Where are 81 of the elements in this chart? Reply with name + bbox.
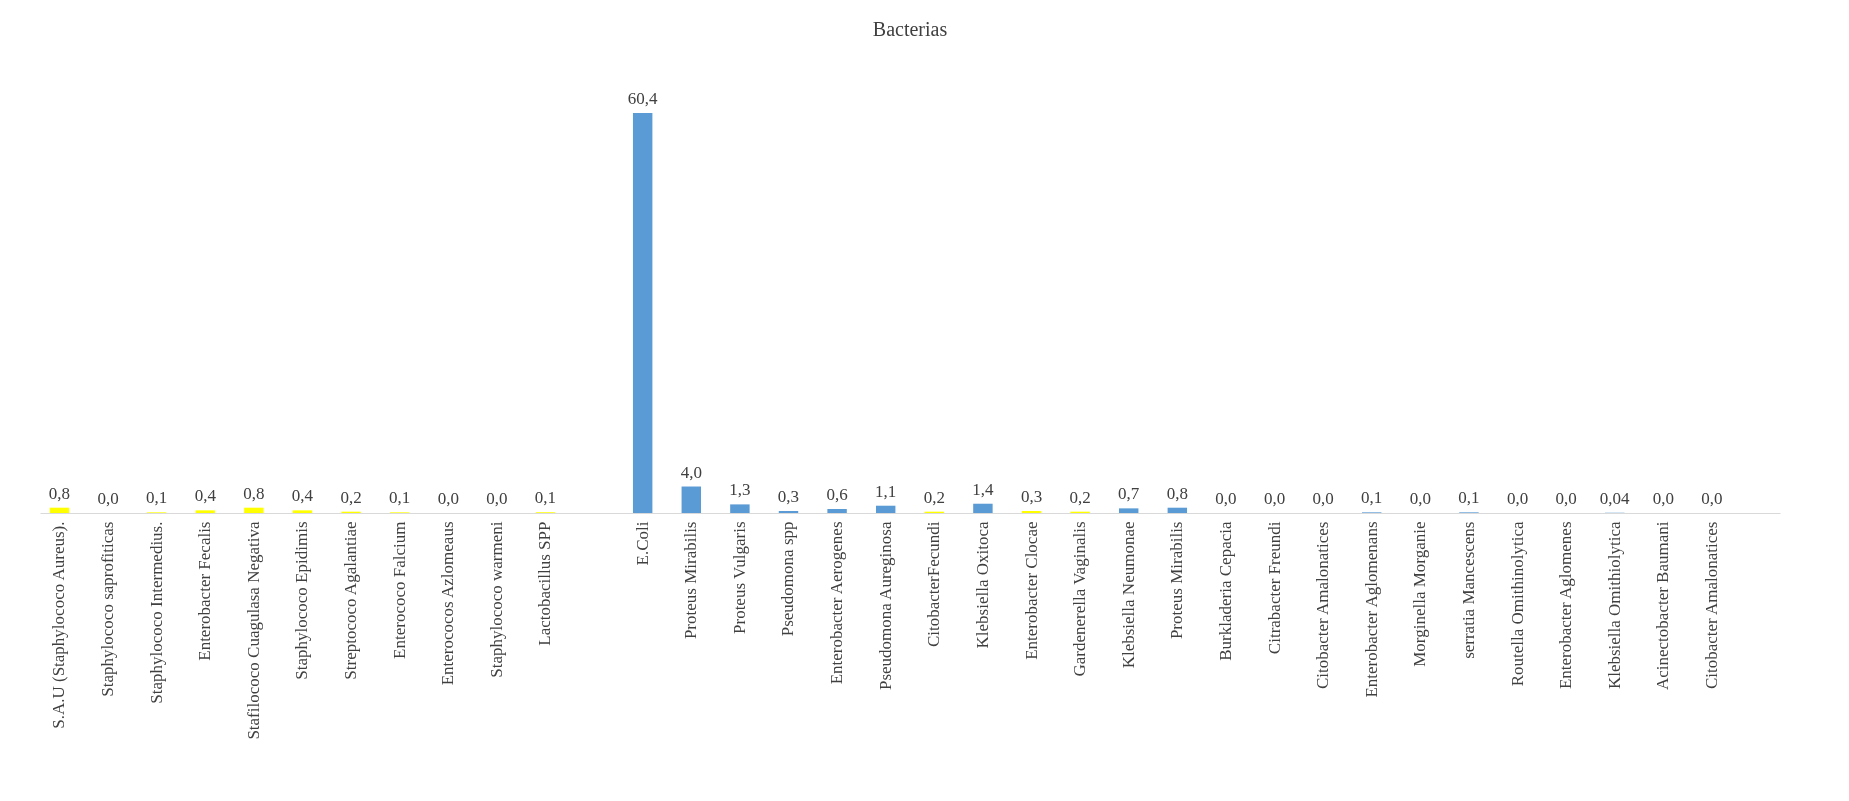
data-label: 0,3 <box>1020 487 1043 507</box>
x-tick-label: Enterococo Falcium <box>389 521 409 659</box>
x-tick-label: Enterobacter Aerogenes <box>827 521 847 685</box>
data-label: 0,0 <box>1409 489 1431 508</box>
data-label: 0,0 <box>486 489 508 508</box>
x-tick-label: serratia Mancescens <box>1458 521 1478 659</box>
x-tick-label: Enterococos Azlomeaus <box>438 521 458 686</box>
data-label: 1,3 <box>729 480 751 500</box>
x-tick-label: Pseudomona spp <box>778 521 798 637</box>
data-label: 0,0 <box>97 489 119 508</box>
data-label: 0,8 <box>243 483 265 503</box>
x-tick-label: Klebsiella Neumonae <box>1118 521 1138 669</box>
data-label: 0,0 <box>1555 489 1577 508</box>
data-label: 0,3 <box>777 487 800 507</box>
data-label: 0,0 <box>1506 489 1529 508</box>
data-label: 0,8 <box>48 483 71 503</box>
x-tick-label: Enterobacter Clocae <box>1021 521 1041 660</box>
bar <box>292 510 313 513</box>
bar <box>973 503 993 513</box>
data-label: 0,0 <box>1312 489 1334 508</box>
x-tick-label: Klebsiella Omithiolytica <box>1604 521 1624 690</box>
bar <box>195 510 215 513</box>
data-label: 0,04 <box>1599 488 1631 508</box>
data-label: 0,6 <box>826 485 848 505</box>
x-tick-label: Streptococo Agalantiae <box>341 521 361 680</box>
x-tick-label: Staphylococo warmeni <box>486 521 506 678</box>
data-label: 0,1 <box>146 488 168 508</box>
x-tick-label: Burkladeria Cepacia <box>1215 521 1235 661</box>
x-tick-label: Staphylococo Epidimis <box>292 521 312 680</box>
bar <box>875 505 896 513</box>
x-tick-label: Citrabacter Freundi <box>1264 521 1284 655</box>
chart-title: Bacterias <box>872 18 948 40</box>
data-label: 0,0 <box>437 489 459 508</box>
data-label: 0,1 <box>534 488 557 508</box>
x-tick-label: Lactobacillus SPP <box>535 521 555 646</box>
x-tick-label: Gardenerella Vaginalis <box>1070 521 1090 677</box>
bar <box>1167 507 1188 513</box>
data-label: 0,1 <box>389 488 411 508</box>
x-tick-label: Enterobacter Aglomenes <box>1556 521 1576 690</box>
x-tick-label: Proteus Mirabilis <box>1167 521 1187 640</box>
data-label: 0,0 <box>1652 489 1674 508</box>
x-tick-label: Staphylococo saprofiticas <box>98 521 118 697</box>
data-label: 0,2 <box>1069 487 1091 507</box>
x-tick-label: Citobacter Amalonatices <box>1313 521 1333 690</box>
bar <box>49 507 70 513</box>
data-label: 1,1 <box>875 481 897 501</box>
data-label: 4,0 <box>680 462 702 482</box>
x-tick-label: Enterobacter Fecalis <box>195 521 215 661</box>
bar <box>681 486 702 513</box>
data-label: 60,4 <box>627 89 659 108</box>
x-tick-label: CitobacterFecundi <box>924 521 944 648</box>
bar <box>730 504 750 513</box>
x-tick-label: Proteus Vulgaris <box>729 521 749 634</box>
data-label: 0,0 <box>1215 489 1237 508</box>
x-tick-label: Acinectobacter Baumani <box>1653 521 1673 691</box>
x-tick-label: Proteus Mirabilis <box>681 521 701 640</box>
x-tick-label: Klebsiella Oxitoca <box>972 521 992 649</box>
data-label: 0,7 <box>1118 484 1140 504</box>
data-label: 0,2 <box>923 487 945 507</box>
x-tick-label: Enterobacter Aglomenans <box>1361 521 1381 698</box>
data-label: 1,4 <box>972 479 995 499</box>
x-tick-label: Staphylococo Intermedius. <box>146 521 166 704</box>
data-label: 0,2 <box>340 487 362 507</box>
data-label: 0,1 <box>1361 488 1383 508</box>
x-tick-label: S.A.U (Staphylococo Aureus). <box>49 521 69 729</box>
x-tick-label: Morginella Morganie <box>1410 521 1430 667</box>
data-label: 0,0 <box>1263 489 1286 508</box>
bar <box>244 507 264 513</box>
data-label: 0,4 <box>194 486 217 506</box>
x-tick-label: Routella Omithinolytica <box>1507 521 1527 687</box>
x-tick-label: Pseudomona Aureginosa <box>875 521 895 691</box>
data-label: 0,4 <box>291 486 314 506</box>
bar <box>632 113 653 513</box>
x-tick-label: Stafilococo Cuagulasa Negativa <box>243 521 263 740</box>
bar <box>1118 508 1139 513</box>
data-label: 0,0 <box>1701 489 1723 508</box>
bar <box>827 509 847 513</box>
x-tick-label: Citobacter Amalonatices <box>1701 521 1721 690</box>
data-label: 0,1 <box>1458 488 1480 508</box>
data-label: 0,8 <box>1166 483 1188 503</box>
x-tick-label: E.Coli <box>632 521 652 566</box>
